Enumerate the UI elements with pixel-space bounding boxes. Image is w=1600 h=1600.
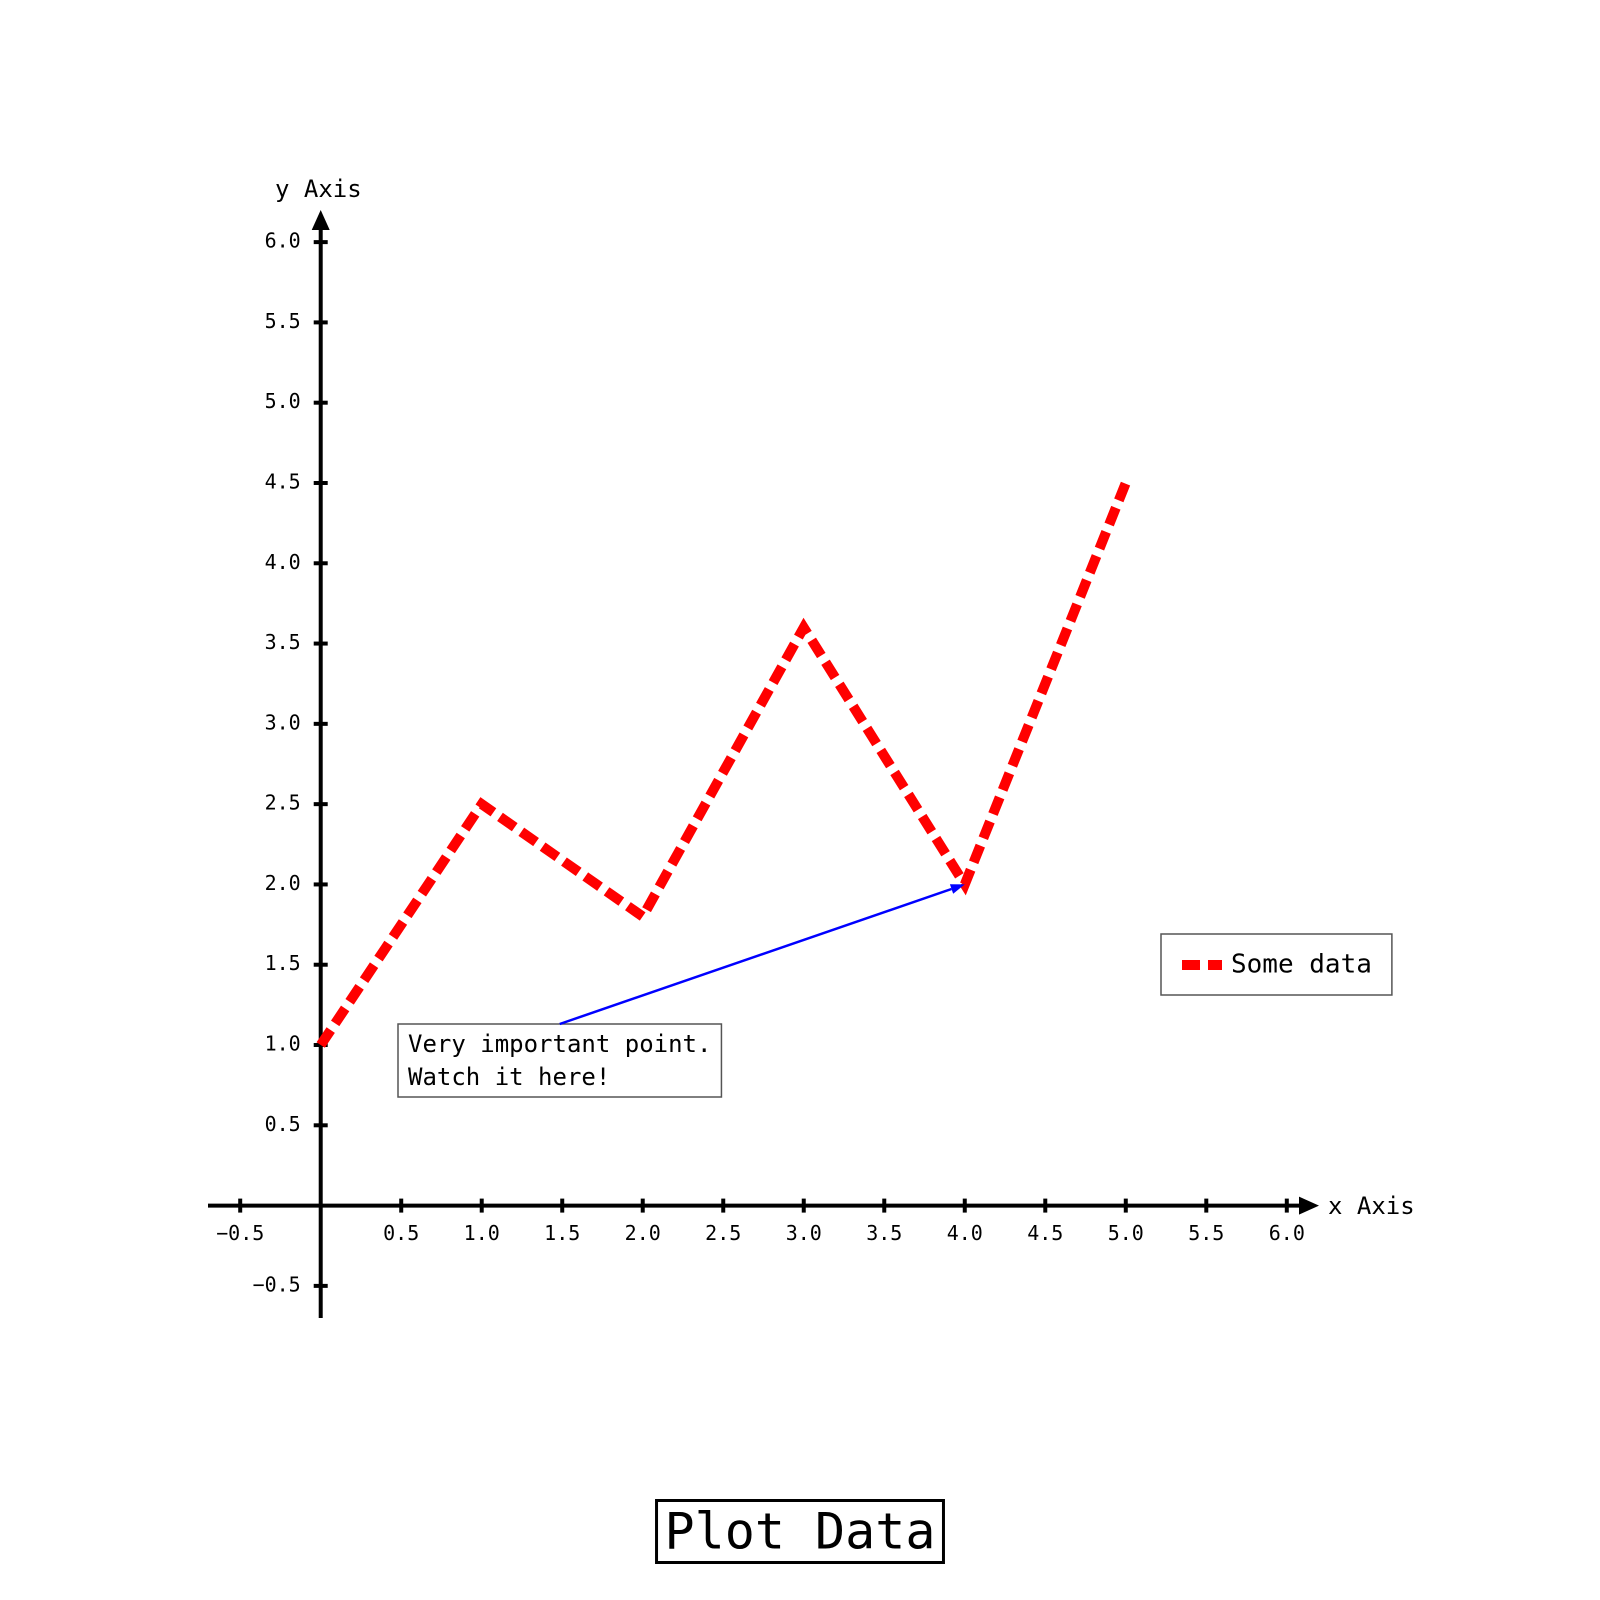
legend-label: Some data bbox=[1231, 950, 1372, 980]
y-tick-label: 2.5 bbox=[265, 791, 301, 815]
annotation-arrow bbox=[559, 887, 952, 1026]
y-tick-label: 0.5 bbox=[265, 1112, 301, 1136]
legend-box bbox=[1160, 933, 1393, 996]
x-axis-label: x Axis bbox=[1328, 1192, 1415, 1220]
x-tick-label: 1.0 bbox=[464, 1221, 500, 1245]
x-tick-label: 2.0 bbox=[625, 1221, 661, 1245]
x-tick-label: 5.0 bbox=[1108, 1221, 1144, 1245]
x-tick-label: −0.5 bbox=[216, 1221, 264, 1245]
annotation-text: Watch it here! bbox=[408, 1063, 610, 1091]
y-tick-label: 5.0 bbox=[265, 389, 301, 413]
data-line bbox=[316, 481, 1131, 1048]
y-tick-label: 6.0 bbox=[265, 229, 301, 253]
annotation-text: Very important point. bbox=[408, 1030, 711, 1058]
annotation-arrow-head bbox=[949, 884, 965, 894]
y-tick-label: 1.5 bbox=[265, 951, 301, 975]
x-tick-label: 6.0 bbox=[1269, 1221, 1305, 1245]
y-tick-label: 2.0 bbox=[265, 871, 301, 895]
x-tick-label: 2.5 bbox=[705, 1221, 741, 1245]
x-tick-label: 4.0 bbox=[947, 1221, 983, 1245]
y-tick-label: 3.0 bbox=[265, 710, 301, 734]
y-tick-label: 1.0 bbox=[265, 1032, 301, 1056]
x-tick-label: 3.0 bbox=[786, 1221, 822, 1245]
x-tick-label: 3.5 bbox=[866, 1221, 902, 1245]
y-axis-arrow bbox=[311, 210, 330, 230]
x-axis-arrow bbox=[1299, 1196, 1319, 1215]
annotation-box bbox=[397, 1023, 723, 1098]
x-tick-label: 0.5 bbox=[383, 1221, 419, 1245]
x-tick-label: 1.5 bbox=[544, 1221, 580, 1245]
title-box bbox=[655, 1499, 945, 1564]
y-tick-label: 4.0 bbox=[265, 550, 301, 574]
x-tick-label: 5.5 bbox=[1188, 1221, 1224, 1245]
y-tick-label: 3.5 bbox=[265, 630, 301, 654]
chart-title: Plot Data bbox=[665, 1503, 936, 1561]
y-tick-label: 5.5 bbox=[265, 309, 301, 333]
y-tick-label: −0.5 bbox=[253, 1272, 301, 1296]
x-tick-label: 4.5 bbox=[1027, 1221, 1063, 1245]
y-axis-label: y Axis bbox=[275, 175, 362, 203]
y-tick-label: 4.5 bbox=[265, 469, 301, 493]
